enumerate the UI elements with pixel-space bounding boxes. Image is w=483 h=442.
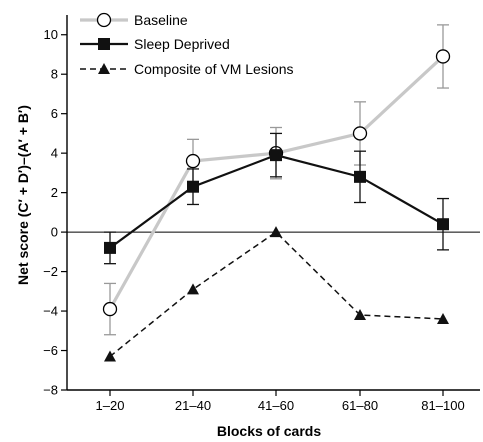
legend-label: Composite of VM Lesions (134, 61, 294, 77)
x-tick-label: 81–100 (421, 398, 464, 413)
data-point (354, 309, 366, 320)
legend-marker (98, 38, 110, 50)
data-point (352, 126, 368, 141)
x-tick-label: 61–80 (342, 398, 378, 413)
y-axis-title: Net score (C′ + D′)–(A′ + B′) (15, 105, 31, 285)
y-tick-label: 8 (51, 67, 58, 82)
data-point (270, 226, 282, 238)
series-line (109, 231, 444, 358)
y-tick-label: 10 (44, 27, 58, 42)
y-tick-label: 2 (51, 185, 58, 200)
y-tick-label: 4 (51, 146, 58, 161)
data-point (354, 170, 366, 183)
data-point (437, 312, 449, 324)
data-point (435, 49, 451, 64)
legend-marker (96, 12, 112, 28)
data-point (270, 149, 282, 162)
x-axis-title: Blocks of cards (217, 423, 321, 439)
data-point (104, 241, 116, 254)
legend-entry: Sleep Deprived (80, 36, 230, 52)
y-tick-label: 0 (51, 225, 58, 240)
data-point (185, 153, 201, 169)
legend-entry: Composite of VM Lesions (80, 61, 294, 77)
series-sleep-deprived (104, 132, 449, 265)
x-tick-label: 1–20 (96, 398, 125, 413)
data-point (437, 218, 449, 231)
x-tick-label: 21–40 (175, 398, 211, 413)
legend-label: Baseline (134, 12, 188, 28)
axes: 10 8 6 4 2 0 −2 −4 −6 −8 1–20 21–40 41–60 61–80 81–100 (43, 15, 480, 413)
y-tick-label: −2 (43, 264, 58, 279)
data-point (187, 283, 199, 295)
data-point (102, 301, 118, 317)
data-point (104, 350, 116, 362)
y-tick-label: −8 (43, 383, 58, 398)
series-layer (102, 24, 451, 362)
series-line (108, 55, 445, 310)
legend: Baseline Sleep Deprived Composite of VM Le… (80, 12, 294, 77)
data-point (187, 180, 199, 193)
x-tick-label: 41–60 (258, 398, 294, 413)
legend-entry: Baseline (80, 12, 188, 28)
legend-marker (98, 63, 110, 74)
y-tick-label: 6 (51, 106, 58, 121)
series-composite-of-vm-lesions (104, 226, 449, 362)
y-tick-label: −4 (43, 304, 58, 319)
y-tick-label: −6 (43, 343, 58, 358)
legend-label: Sleep Deprived (134, 36, 230, 52)
